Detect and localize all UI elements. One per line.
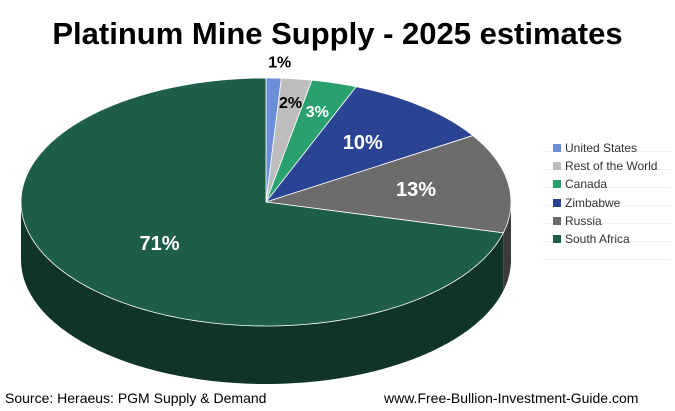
legend-label: Zimbabwe (565, 195, 621, 210)
legend-item-rest-of-the-world: Rest of the World (553, 157, 657, 175)
data-label-rest-of-the-world: 2% (279, 95, 302, 112)
pie-side-south-africa (21, 202, 504, 384)
legend-swatch (553, 180, 561, 189)
legend-item-united-states: United States (553, 139, 637, 157)
data-label-united-states: 1% (268, 55, 291, 72)
legend-swatch (553, 162, 561, 171)
legend-label: Canada (565, 177, 608, 192)
legend-swatch (553, 144, 561, 152)
legend-label: United States (565, 141, 638, 155)
legend-panel (543, 134, 670, 266)
pie-slice-zimbabwe (264, 86, 474, 203)
website-caption: www.Free-Bullion-Investment-Guide.com (384, 390, 639, 406)
legend-item-zimbabwe: Zimbabwe (553, 194, 620, 212)
data-label-russia: 13% (396, 179, 436, 201)
legend-swatch (553, 235, 561, 243)
pie-side-russia (503, 202, 511, 291)
pie-slice-canada (265, 79, 357, 203)
source-caption: Source: Heraeus: PGM Supply & Demand (5, 390, 267, 406)
data-label-zimbabwe: 10% (343, 132, 383, 154)
pie-3d-sides (21, 202, 511, 384)
legend-swatch (553, 216, 561, 225)
data-label-canada: 3% (306, 104, 329, 121)
legend-label: Rest of the World (565, 159, 658, 174)
legend-label: Russia (565, 213, 602, 228)
legend-item-russia: Russia (553, 212, 602, 230)
legend-swatch (553, 198, 561, 207)
legend-label: South Africa (565, 232, 630, 246)
pie-slice-south-africa (20, 77, 504, 327)
legend-item-canada: Canada (553, 175, 607, 193)
legend-item-south-africa: South Africa (553, 230, 630, 248)
pie-slice-russia (265, 135, 512, 234)
data-label-south-africa: 71% (139, 233, 179, 255)
pie-slices (20, 77, 512, 327)
pie-data-labels: 1% 2%3% 10% 13% 71% (139, 55, 436, 255)
chart-title: Platinum Mine Supply - 2025 estimates (52, 16, 623, 51)
